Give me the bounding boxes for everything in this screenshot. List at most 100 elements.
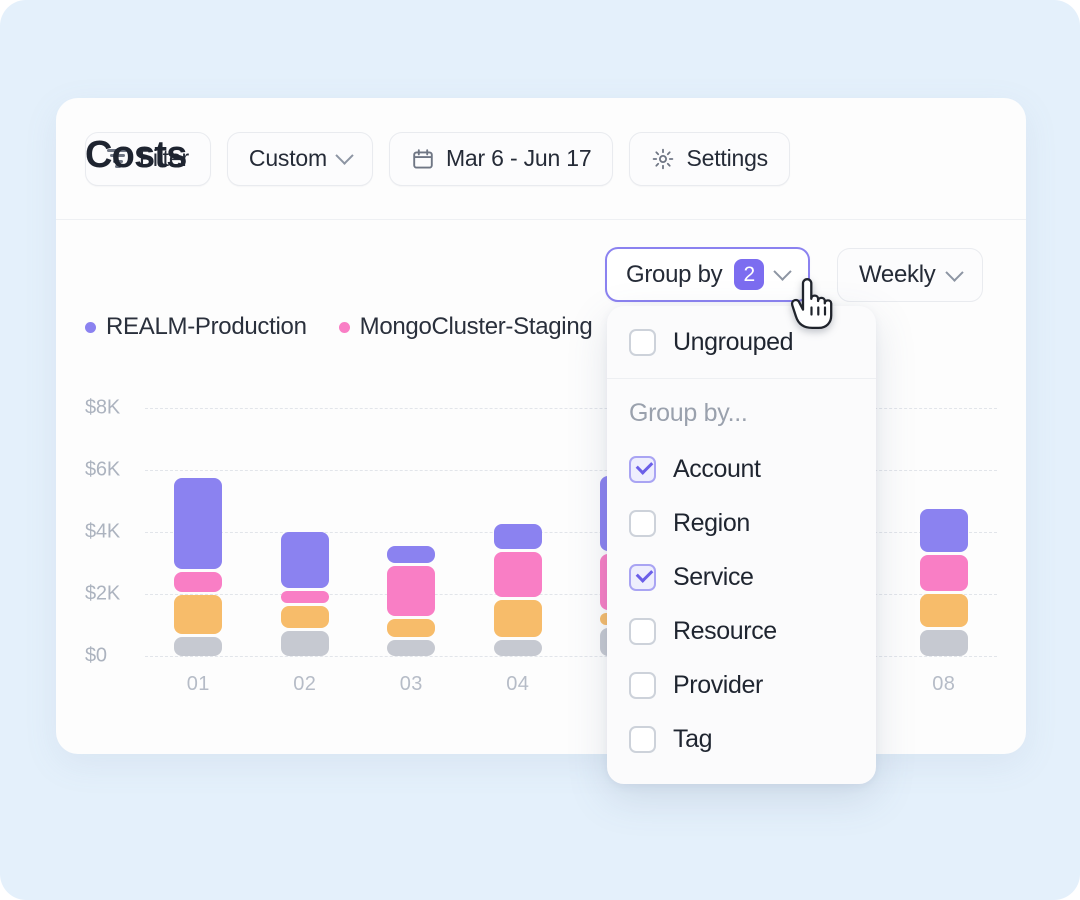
filter-icon [107, 149, 128, 168]
x-axis-tick-label: 03 [399, 673, 423, 695]
bar-segment[interactable] [387, 640, 436, 656]
menu-divider [607, 378, 876, 379]
menu-item-tag[interactable]: Tag [607, 712, 876, 766]
bar-segment[interactable] [919, 593, 968, 627]
menu-item-label: Tag [673, 724, 713, 753]
bar-segment[interactable] [387, 545, 436, 564]
legend-item[interactable]: MongoCluster-Staging [338, 313, 593, 341]
legend-label: REALM-Production [106, 313, 307, 340]
group-by-label: Group by [626, 260, 723, 288]
gridline [145, 408, 997, 409]
checkbox-tag[interactable] [629, 725, 656, 753]
bar-column[interactable]: 08 [891, 408, 998, 695]
checkbox-account[interactable] [629, 455, 656, 483]
bar-segment[interactable] [919, 508, 968, 553]
menu-item-label: Region [673, 508, 750, 537]
granularity-label: Weekly [859, 261, 936, 288]
filter-button-label: Filter [139, 145, 189, 171]
date-range-label: Mar 6 - Jun 17 [445, 145, 592, 171]
gridline [145, 470, 997, 471]
menu-item-ungrouped[interactable]: Ungrouped [607, 306, 876, 378]
menu-item-resource[interactable]: Resource [607, 604, 876, 658]
bar-segment[interactable] [280, 606, 329, 629]
granularity-dropdown-button[interactable]: Weekly [837, 248, 984, 302]
date-preset-dropdown[interactable]: Custom [226, 131, 373, 186]
stacked-bar[interactable] [919, 506, 968, 656]
group-by-count-badge: 2 [734, 259, 765, 290]
menu-item-label: Ungrouped [673, 327, 794, 356]
y-axis-tick-label: $8K [85, 396, 120, 419]
menu-item-region[interactable]: Region [607, 496, 876, 550]
bar-segment[interactable] [174, 637, 223, 656]
checkbox-provider[interactable] [629, 671, 656, 699]
bar-segment[interactable] [493, 640, 542, 656]
costs-card: Filter Custom Mar 6 - Jun 17 [56, 98, 1026, 784]
bar-column[interactable]: 01 [145, 408, 252, 695]
legend-item[interactable]: REALM-Production [85, 313, 307, 341]
bar-segment[interactable] [493, 600, 542, 638]
toolbar: Filter Custom Mar 6 - Jun 17 [56, 98, 1026, 220]
bar-segment[interactable] [280, 590, 329, 604]
gridline [145, 532, 997, 533]
menu-item-provider[interactable]: Provider [607, 658, 876, 712]
bar-column[interactable]: 03 [358, 408, 465, 695]
bar-segment[interactable] [493, 524, 542, 550]
menu-options-list: Account Region Service Resource Provider Tag [607, 442, 876, 766]
date-range-button[interactable]: Mar 6 - Jun 17 [388, 131, 614, 186]
y-axis-tick-label: $4K [85, 520, 120, 543]
stacked-bar[interactable] [174, 475, 223, 656]
date-preset-label: Custom [248, 145, 327, 171]
menu-item-label: Provider [673, 670, 763, 699]
legend-color-swatch [338, 321, 350, 333]
stacked-bar[interactable] [387, 543, 436, 656]
x-axis-tick-label: 01 [186, 673, 210, 695]
group-by-menu: Ungrouped Group by... Account Region Servi… [607, 306, 876, 784]
menu-item-service[interactable]: Service [607, 550, 876, 604]
legend-label: MongoCluster-Staging [359, 313, 593, 340]
menu-item-label: Resource [673, 616, 777, 645]
y-axis-tick-label: $0 [85, 644, 107, 667]
bar-segment[interactable] [174, 477, 223, 570]
stacked-bar[interactable] [280, 529, 329, 656]
menu-item-account[interactable]: Account [607, 442, 876, 496]
gridline [145, 594, 997, 595]
pointing-hand-cursor [790, 278, 836, 330]
gear-icon [651, 147, 675, 171]
bar-segment[interactable] [174, 595, 223, 635]
y-axis-tick-label: $6K [85, 458, 120, 481]
group-by-dropdown-button[interactable]: Group by 2 [605, 247, 811, 302]
bar-segment[interactable] [387, 566, 436, 616]
checkbox-resource[interactable] [629, 617, 656, 645]
menu-section-caption: Group by... [629, 399, 748, 427]
bar-segment[interactable] [493, 552, 542, 598]
stacked-bar[interactable] [493, 521, 542, 656]
settings-button-label: Settings [686, 145, 768, 171]
x-axis-tick-label: 02 [293, 673, 317, 695]
chart-legend: REALM-Production MongoCluster-Staging [85, 313, 593, 341]
bar-segment[interactable] [174, 572, 223, 593]
menu-item-label: Service [673, 562, 754, 591]
bar-column[interactable]: 02 [252, 408, 359, 695]
bar-segment[interactable] [919, 629, 968, 656]
legend-color-swatch [85, 321, 96, 333]
checkbox-region[interactable] [629, 509, 656, 537]
bar-segment[interactable] [387, 618, 436, 638]
menu-item-label: Account [673, 454, 761, 483]
checkbox-service[interactable] [629, 563, 656, 591]
y-axis-tick-label: $2K [85, 582, 120, 605]
bar-segment[interactable] [280, 531, 329, 588]
x-axis-tick-label: 04 [506, 673, 530, 695]
settings-button[interactable]: Settings [629, 131, 790, 186]
gridline [145, 656, 997, 657]
filter-button[interactable]: Filter [85, 131, 211, 186]
bar-column[interactable]: 04 [465, 408, 572, 695]
x-axis-tick-label: 08 [932, 673, 956, 695]
chevron-down-icon [335, 146, 354, 165]
page-title: Costs [85, 134, 187, 176]
bar-segment[interactable] [280, 631, 329, 656]
bar-segment[interactable] [919, 555, 968, 591]
checkbox-ungrouped[interactable] [629, 328, 656, 356]
chevron-down-icon [945, 262, 965, 282]
calendar-icon [411, 147, 435, 171]
